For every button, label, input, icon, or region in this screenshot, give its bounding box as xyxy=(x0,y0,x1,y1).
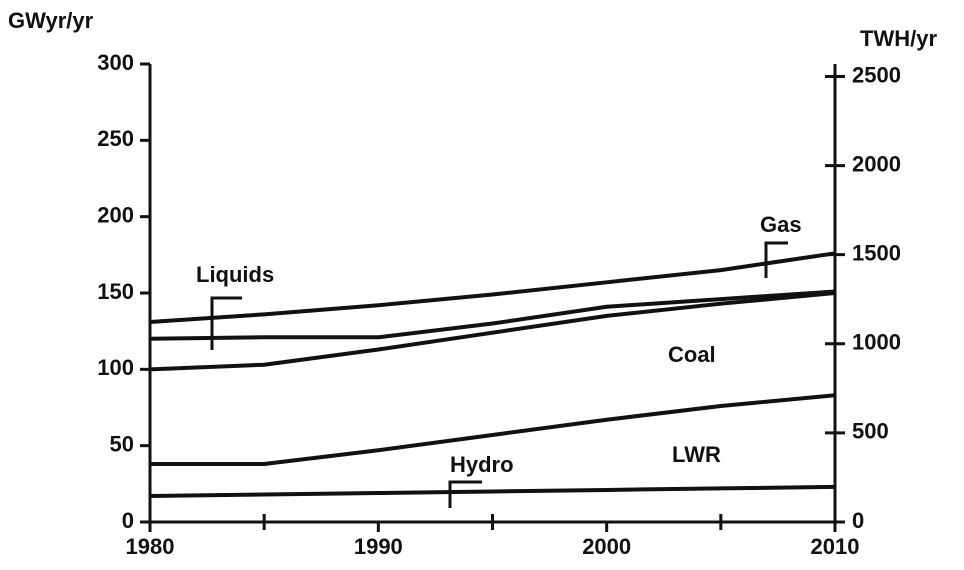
y-axis-label: GWyr/yr xyxy=(8,8,94,33)
bracket xyxy=(764,241,788,278)
x-tick-label: 1980 xyxy=(126,534,175,559)
y-tick-label: 100 xyxy=(97,355,134,380)
y2-tick-label: 2000 xyxy=(852,151,901,176)
bracket xyxy=(448,480,482,508)
series-label: Gas xyxy=(760,212,802,237)
x-tick-label: 2010 xyxy=(811,534,860,559)
y-tick-label: 0 xyxy=(122,508,134,533)
bracket xyxy=(210,296,242,350)
series-line xyxy=(149,291,836,372)
series-line xyxy=(149,289,836,341)
y-tick-label: 150 xyxy=(97,279,134,304)
y2-tick-label: 2500 xyxy=(852,62,901,87)
y2-tick-label: 1500 xyxy=(852,240,901,265)
series-line xyxy=(149,251,836,325)
series-line xyxy=(149,484,836,499)
y2-tick-label: 0 xyxy=(852,508,864,533)
series-line xyxy=(150,393,836,466)
series-label: Liquids xyxy=(196,262,274,287)
x-tick-label: 1990 xyxy=(354,534,403,559)
y-tick-label: 200 xyxy=(97,202,134,227)
series-label: Hydro xyxy=(450,452,514,477)
y-tick-label: 50 xyxy=(110,431,134,456)
y-tick-label: 300 xyxy=(97,50,134,75)
x-tick-label: 2000 xyxy=(582,534,631,559)
series-label: LWR xyxy=(672,442,721,467)
series-label: Coal xyxy=(668,342,716,367)
y2-tick-label: 1000 xyxy=(852,330,901,355)
y2-axis-label: TWH/yr xyxy=(860,26,937,51)
annotation-brackets xyxy=(210,241,788,508)
y2-tick-label: 500 xyxy=(852,419,889,444)
y-tick-label: 250 xyxy=(97,126,134,151)
